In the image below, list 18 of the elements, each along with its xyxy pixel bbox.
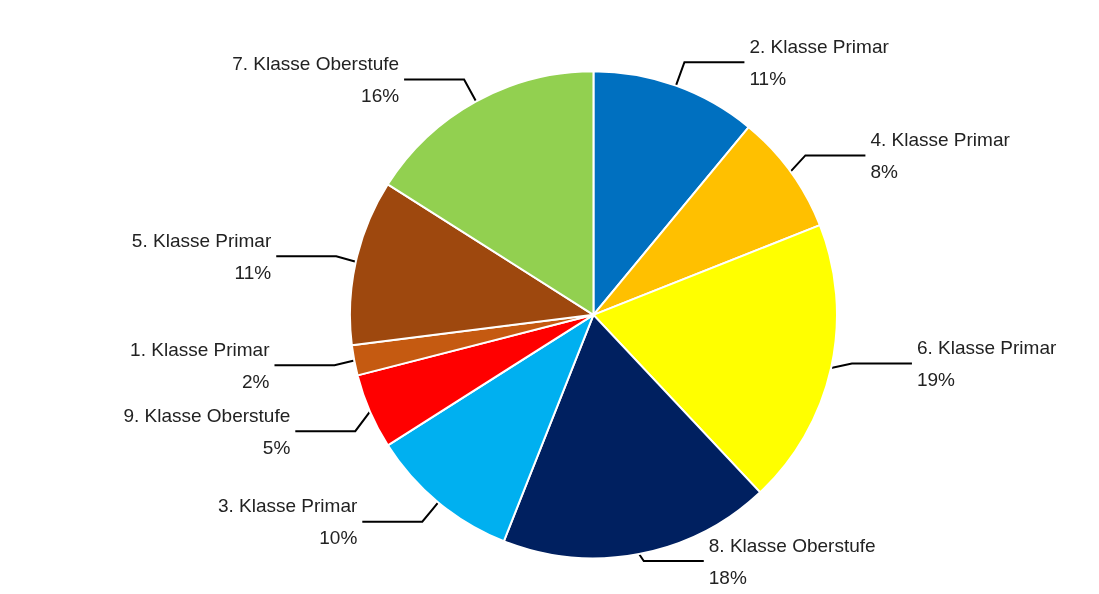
data-label: 8% — [870, 160, 898, 182]
slice-label: 8. Klasse Oberstufe — [708, 534, 876, 556]
data-label: 11% — [749, 67, 787, 89]
slice-label: 5. Klasse Primar — [131, 229, 272, 251]
data-label: 19% — [916, 368, 956, 390]
slice-label: 2. Klasse Primar — [749, 35, 890, 57]
slice-label: 1. Klasse Primar — [130, 338, 271, 360]
slice-label: 3. Klasse Primar — [217, 495, 358, 517]
data-label: 16% — [361, 85, 400, 106]
slice-label: 9. Klasse Oberstufe — [123, 404, 291, 426]
data-label: 11% — [234, 261, 272, 283]
data-label: 10% — [319, 527, 358, 549]
slice-label: 6. Klasse Primar — [916, 336, 1057, 358]
data-label: 2% — [242, 370, 270, 392]
slice-label: 7. Klasse Oberstufe — [232, 53, 400, 74]
slice-label: 4. Klasse Primar — [870, 128, 1011, 150]
data-label: 18% — [708, 566, 747, 588]
data-label: 5% — [262, 436, 291, 458]
